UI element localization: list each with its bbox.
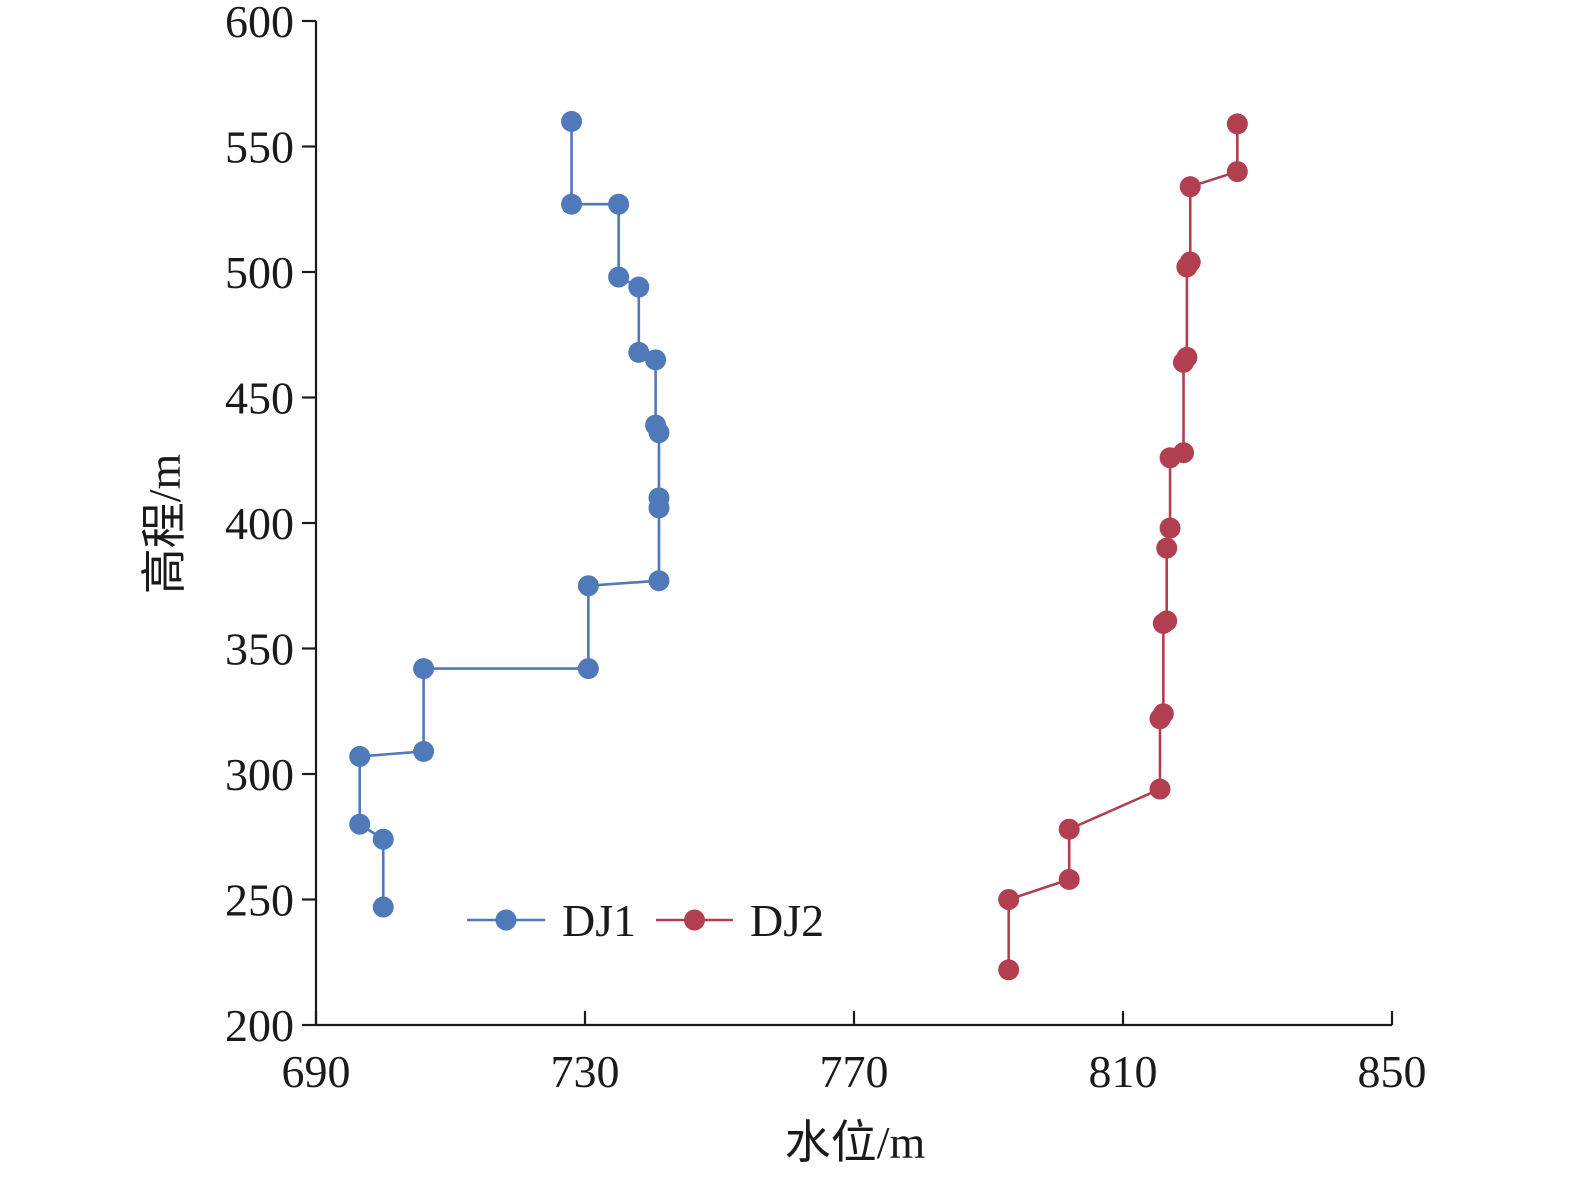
axes: 200 250 300 350 400 450 500 550 600 690 730 770 810 8…: [225, 0, 1427, 1097]
y-tick-label: 500: [225, 247, 294, 298]
data-point-dj1: [561, 193, 583, 215]
data-point-dj2: [998, 889, 1020, 910]
data-point-dj1: [349, 745, 371, 767]
data-point-dj1: [577, 658, 599, 680]
data-point-dj2: [1058, 818, 1080, 840]
data-point-dj1: [577, 575, 599, 597]
data-point-dj2: [1173, 351, 1195, 373]
data-point-dj2: [1179, 176, 1201, 198]
legend-marker-dj1: [495, 909, 517, 931]
data-point-dj1: [648, 497, 670, 519]
data-point-dj1: [628, 341, 650, 363]
y-tick-label: 550: [225, 122, 294, 173]
data-point-dj1: [648, 570, 670, 592]
data-point-dj1: [349, 813, 371, 835]
data-point-dj2: [1226, 113, 1248, 135]
x-tick-label: 850: [1358, 1046, 1427, 1097]
series-line-dj2: [1007, 123, 1239, 970]
data-point-dj1: [372, 828, 394, 850]
y-tick-label: 200: [225, 1000, 294, 1051]
legend: DJ1 DJ2: [467, 895, 824, 946]
data-point-dj1: [413, 658, 435, 680]
data-point-dj2: [1149, 708, 1171, 730]
data-point-dj1: [413, 740, 435, 762]
x-tick-label: 810: [1089, 1046, 1158, 1097]
x-tick-label: 730: [551, 1046, 620, 1097]
data-point-dj1: [561, 110, 583, 132]
y-tick-label: 350: [225, 624, 294, 675]
y-tick-label: 400: [225, 498, 294, 549]
data-point-dj2: [1152, 612, 1174, 634]
series-line-dj1: [358, 121, 661, 908]
y-tick-label: 450: [225, 373, 294, 424]
data-point-dj1: [628, 276, 650, 298]
data-point-dj2: [1156, 537, 1178, 559]
data-point-dj2: [1058, 868, 1080, 890]
legend-label-dj2: DJ2: [750, 895, 824, 946]
data-point-dj2: [998, 959, 1020, 981]
y-tick-label: 600: [225, 0, 294, 47]
plot-area: [349, 110, 1248, 981]
y-axis-title: 高程/m: [139, 454, 190, 595]
data-point-dj2: [1226, 161, 1248, 183]
data-point-dj2: [1159, 517, 1181, 539]
y-tick-label: 250: [225, 875, 294, 926]
x-tick-label: 690: [282, 1046, 351, 1097]
x-axis-title: 水位/m: [785, 1117, 926, 1168]
data-point-dj2: [1159, 447, 1181, 469]
data-point-dj2: [1149, 778, 1171, 800]
x-tick-label: 770: [820, 1046, 889, 1097]
legend-label-dj1: DJ1: [562, 895, 636, 946]
data-point-dj1: [645, 349, 667, 371]
data-point-dj1: [608, 193, 630, 215]
legend-marker-dj2: [684, 909, 705, 931]
data-point-dj1: [608, 266, 630, 288]
data-point-dj2: [1176, 256, 1198, 278]
data-point-dj1: [372, 896, 394, 918]
y-tick-label: 300: [225, 749, 294, 800]
data-point-dj1: [648, 422, 670, 444]
